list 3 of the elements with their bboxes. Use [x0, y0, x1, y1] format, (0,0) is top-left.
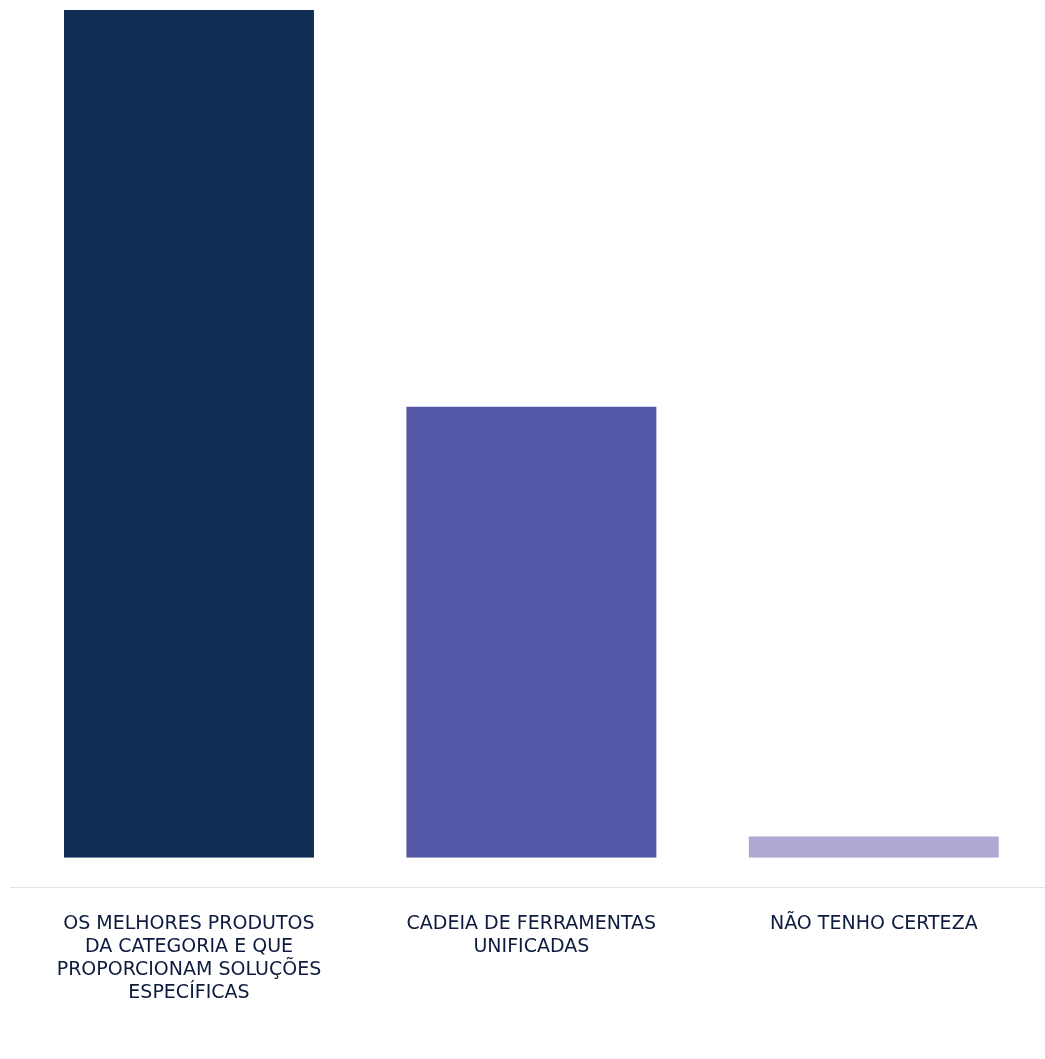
- x-tick-label: NÃO TENHO CERTEZA: [769, 911, 978, 934]
- x-tick-label: OS MELHORES PRODUTOS DA CATEGORIA E QUE PROPORCIONAM SOLUÇÕES ESPECÍFICAS: [56, 911, 322, 1002]
- x-tick-label: CADEIA DE FERRAMENTAS UNIFICADAS: [406, 911, 657, 956]
